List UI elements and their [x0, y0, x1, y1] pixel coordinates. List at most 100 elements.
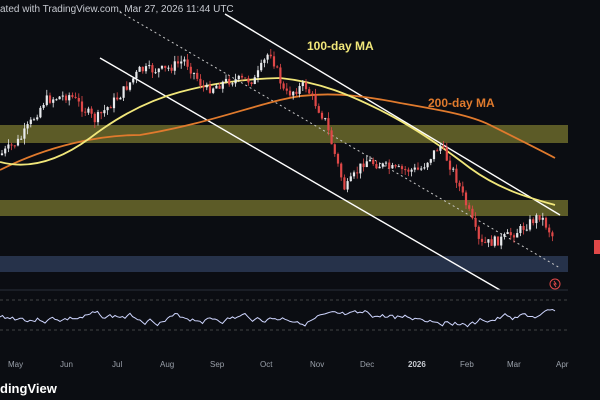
candle-body: [205, 84, 208, 88]
candle-body: [151, 65, 154, 73]
candle-body: [269, 54, 272, 57]
candle-body: [247, 78, 250, 83]
candle-body: [103, 110, 106, 114]
candle-body: [55, 99, 58, 101]
footer-bar: dingView: [0, 376, 600, 400]
candle-body: [346, 181, 349, 190]
candle-body: [144, 66, 148, 72]
candle-body: [285, 88, 288, 91]
candle-body: [493, 236, 496, 246]
candle-body: [276, 66, 279, 68]
x-axis-label: Jun: [60, 360, 73, 369]
candle-body: [340, 163, 343, 178]
candle-body: [330, 130, 333, 145]
candle-body: [503, 233, 506, 237]
alert-icon[interactable]: [549, 278, 561, 290]
x-axis-label: Dec: [360, 360, 374, 369]
candle-body: [61, 95, 64, 97]
candle-body: [48, 95, 52, 103]
candle-body: [314, 94, 317, 107]
candle-body: [237, 75, 240, 80]
candle-body: [461, 186, 464, 193]
candle-body: [400, 166, 404, 170]
candle-body: [221, 81, 224, 89]
candle-body: [64, 95, 68, 101]
candle-body: [112, 97, 116, 109]
candle-body: [93, 113, 96, 123]
candle-body: [298, 86, 301, 94]
candle-body: [215, 85, 218, 89]
candle-body: [304, 82, 308, 90]
ma-200-label: 200-day MA: [428, 96, 495, 110]
candle-body: [311, 93, 314, 95]
candle-body: [378, 166, 381, 169]
candle-body: [20, 138, 23, 140]
candle-body: [359, 163, 362, 174]
candle-body: [122, 86, 125, 98]
candle-body: [474, 218, 477, 227]
candle-body: [410, 169, 413, 172]
candle-body: [10, 144, 13, 146]
ma-100-label: 100-day MA: [307, 39, 374, 53]
x-axis-label: Oct: [260, 360, 273, 369]
candle-body: [224, 78, 228, 82]
candle-body: [519, 225, 522, 234]
candle-body: [266, 54, 269, 60]
candle-body: [423, 167, 426, 169]
candle-body: [509, 232, 512, 236]
candle-body: [356, 172, 359, 174]
candle-body: [349, 176, 352, 182]
candle-body: [317, 106, 320, 113]
candle-body: [384, 162, 388, 164]
candle-body: [212, 88, 215, 93]
caption-text: ated with TradingView.com, Mar 27, 2026 …: [0, 4, 234, 15]
candle-body: [496, 236, 500, 246]
price-marker-icon[interactable]: [594, 240, 600, 254]
candle-body: [439, 145, 442, 151]
candle-body: [416, 167, 420, 170]
candle-body: [365, 161, 368, 168]
resistance-zone-lower: [0, 200, 568, 216]
candle-body: [512, 235, 516, 238]
candle-body: [352, 172, 356, 177]
candle-body: [7, 144, 10, 149]
candle-body: [186, 59, 189, 67]
candle-body: [282, 83, 285, 89]
candle-body: [394, 165, 397, 167]
candle-body: [240, 75, 244, 78]
candle-body: [464, 192, 468, 206]
candle-body: [500, 236, 503, 246]
candle-body: [160, 65, 164, 69]
candle-body: [327, 118, 330, 131]
ma-200-line: [0, 93, 556, 171]
candle-body: [192, 72, 196, 74]
x-axis-label: Jul: [112, 360, 122, 369]
candle-body: [154, 72, 157, 74]
candle-body: [432, 150, 436, 160]
x-axis-label: 2026: [408, 360, 426, 369]
candle-body: [16, 138, 20, 146]
resistance-zone-upper: [0, 125, 568, 143]
candle-body: [148, 65, 151, 67]
candle-body: [538, 215, 541, 220]
candle-body: [4, 148, 7, 154]
candle-body: [138, 66, 141, 72]
candle-body: [167, 67, 170, 69]
candle-body: [448, 160, 452, 170]
candle-body: [119, 97, 122, 100]
candle-body: [109, 107, 112, 109]
candle-body: [116, 97, 119, 100]
candle-body: [336, 153, 340, 164]
tradingview-logo-text: dingView: [0, 381, 57, 396]
x-axis-label: Apr: [556, 360, 569, 369]
x-axis-label: Aug: [160, 360, 174, 369]
candle-body: [468, 205, 471, 209]
candle-body: [32, 119, 36, 121]
candle-body: [477, 226, 480, 239]
candle-body: [292, 91, 295, 96]
candle-body: [375, 164, 378, 169]
candle-body: [263, 59, 266, 63]
candle-body: [132, 78, 135, 83]
candle-body: [532, 219, 535, 224]
